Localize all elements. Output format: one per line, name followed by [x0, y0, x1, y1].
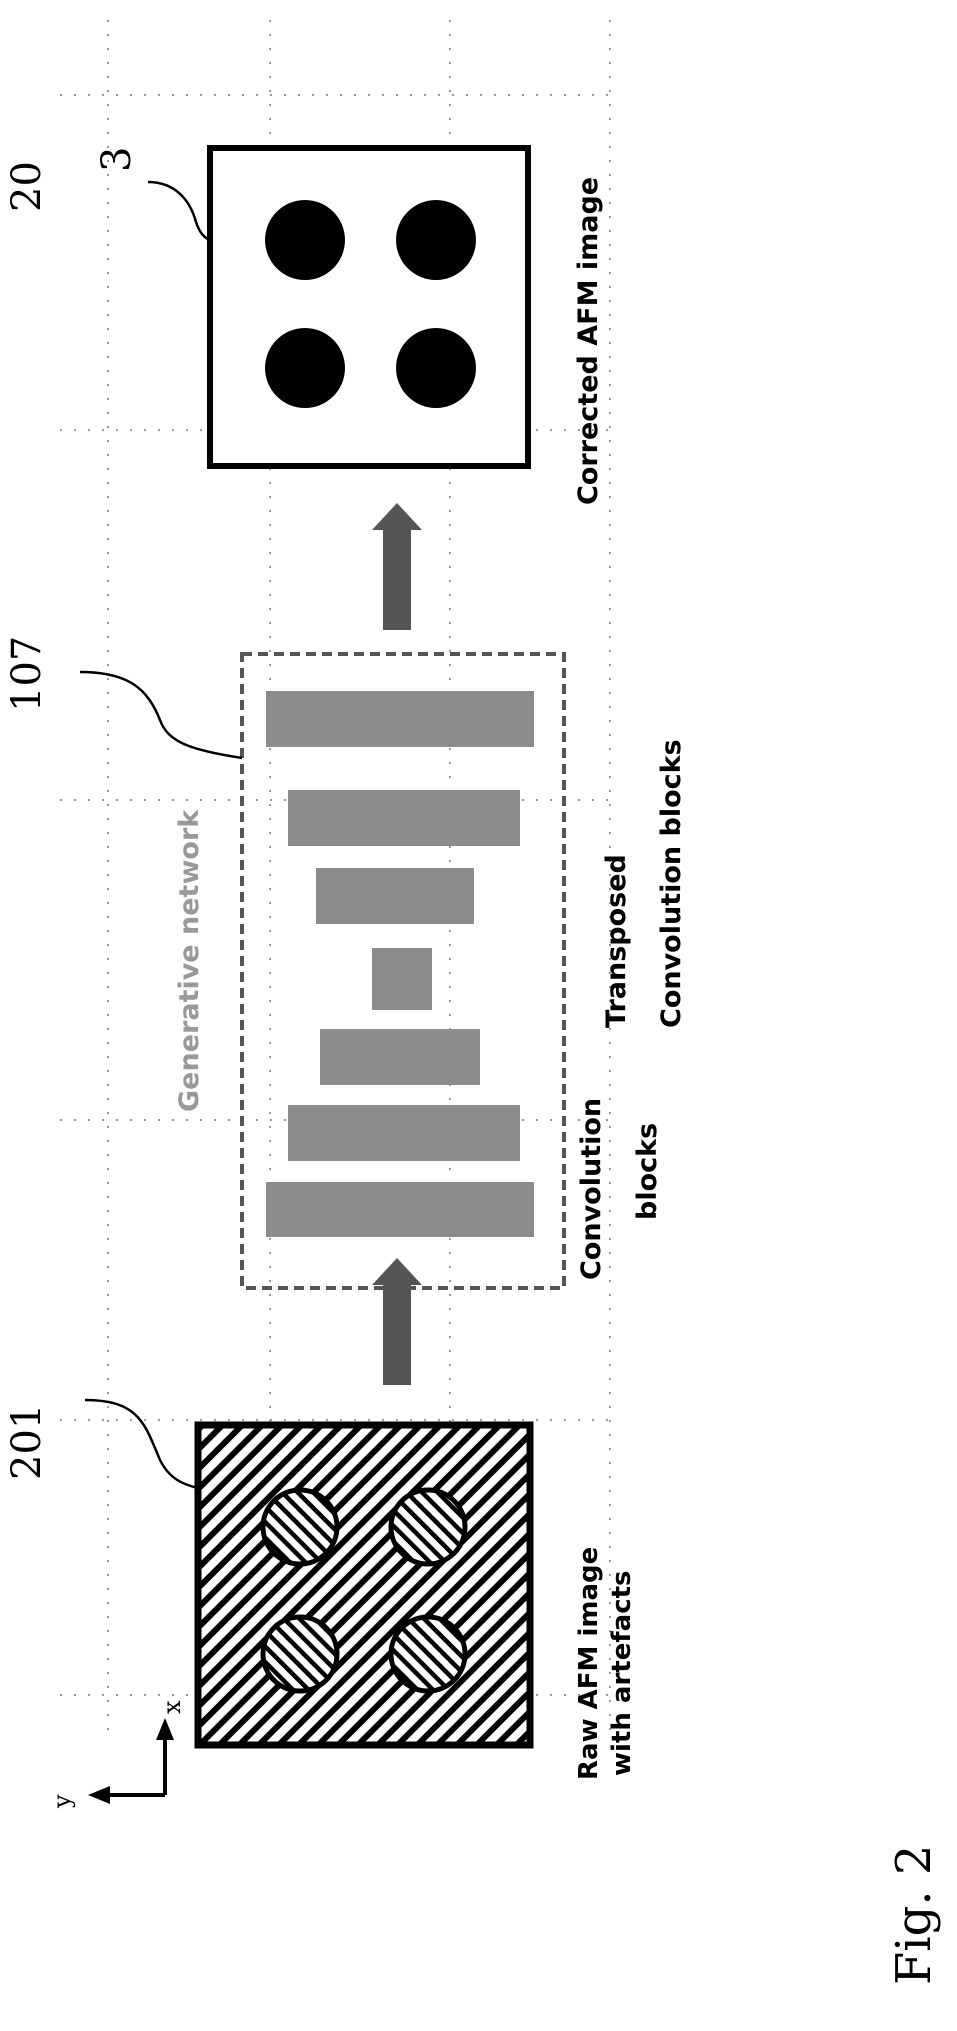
axis-y-label: y [48, 1794, 76, 1809]
leader-3 [148, 182, 210, 240]
generative-network-title: Generative network [174, 809, 205, 1112]
tconv-block-1 [316, 868, 474, 924]
arrow-to-network [372, 1258, 422, 1385]
corrected-afm-image-panel [210, 148, 528, 466]
raw-afm-feature [391, 1617, 465, 1691]
leader-107 [80, 672, 242, 758]
corrected-afm-feature [265, 200, 345, 280]
tconv-caption-line1: Transposed [601, 854, 632, 1028]
corrected-afm-image [210, 148, 528, 466]
tconv-block-2 [288, 790, 520, 846]
axes-indicator [88, 1718, 174, 1804]
conv-caption-line2: blocks [632, 1123, 663, 1220]
raw-afm-image-panel [198, 1425, 530, 1745]
raw-caption-line2: with artefacts [607, 1570, 637, 1776]
ref-20: 20 [4, 161, 50, 212]
raw-afm-feature [263, 1490, 337, 1564]
ref-3: 3 [94, 147, 140, 172]
arrow-to-corrected [372, 503, 422, 630]
ref-107: 107 [4, 636, 50, 712]
corrected-caption: Corrected AFM image [573, 177, 604, 505]
axis-x-label: x [158, 1700, 186, 1714]
ref-201: 201 [4, 1404, 50, 1480]
conv-caption-line1: Convolution [576, 1098, 607, 1280]
tconv-block-3 [266, 691, 534, 747]
leader-201 [85, 1400, 198, 1488]
figure-label: Fig. 2 [886, 1845, 942, 1985]
corrected-afm-feature [265, 328, 345, 408]
network-blocks [266, 691, 534, 1237]
conv-block-2 [288, 1105, 520, 1161]
raw-afm-image [198, 1425, 530, 1745]
raw-afm-feature [391, 1490, 465, 1564]
conv-block-1 [266, 1182, 534, 1237]
bottleneck-block [372, 948, 432, 1010]
corrected-afm-feature [396, 328, 476, 408]
conv-block-3 [320, 1029, 480, 1085]
raw-afm-feature [263, 1617, 337, 1691]
raw-caption-line1: Raw AFM image [574, 1547, 604, 1780]
corrected-afm-feature [396, 200, 476, 280]
tconv-caption-line2: Convolution blocks [656, 739, 687, 1028]
